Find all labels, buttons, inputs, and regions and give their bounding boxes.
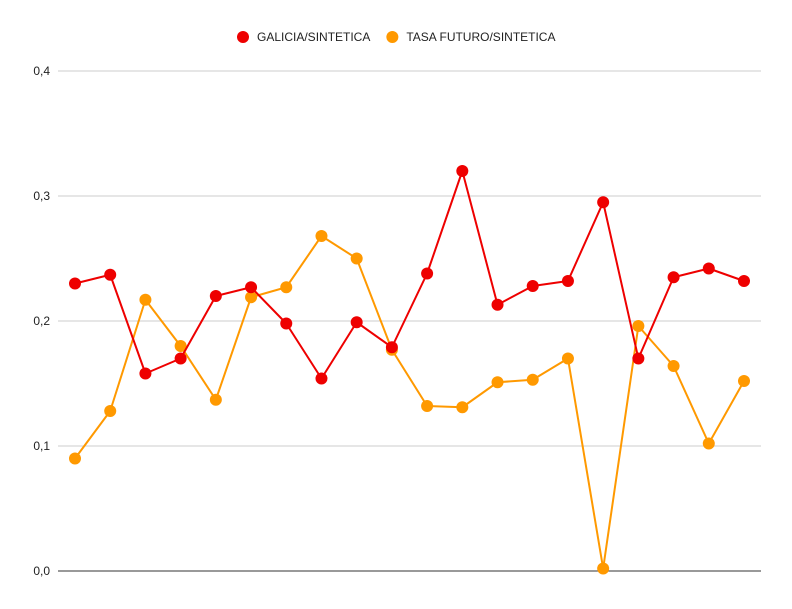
data-point[interactable] [174,340,187,352]
data-point[interactable] [456,165,469,177]
data-point[interactable] [280,281,293,294]
y-tick-label: 0,4 [33,64,50,78]
data-point[interactable] [350,252,363,265]
data-point[interactable] [245,291,258,304]
data-point[interactable] [421,267,434,280]
data-point[interactable] [667,360,680,372]
data-point[interactable] [632,352,645,365]
y-tick-label: 0,0 [33,564,50,578]
y-axis: 0,0 0,1 0,2 0,3 0,4 [33,64,50,578]
legend-marker [237,31,249,43]
data-point[interactable] [280,317,293,330]
data-point[interactable] [69,277,81,290]
data-point[interactable] [104,268,117,281]
data-point[interactable] [139,293,152,306]
y-tick-label: 0,1 [33,439,50,453]
data-point[interactable] [315,372,328,385]
data-point[interactable] [738,375,750,387]
series-line [74,235,745,570]
legend: GALICIA/SINTETICA TASA FUTURO/SINTETICA [237,30,555,44]
data-point[interactable] [667,271,680,284]
data-point[interactable] [632,320,645,332]
series-0 [69,165,750,385]
data-point[interactable] [738,275,750,287]
data-point[interactable] [69,452,81,465]
y-tick-label: 0,3 [33,189,50,203]
data-point[interactable] [597,562,610,575]
data-point[interactable] [245,281,258,294]
data-point[interactable] [139,367,152,380]
data-point[interactable] [597,196,610,209]
legend-label: TASA FUTURO/SINTETICA [406,30,555,44]
data-point[interactable] [702,262,715,275]
data-point[interactable] [702,437,715,450]
data-point[interactable] [456,401,469,414]
data-point[interactable] [561,352,574,365]
legend-marker [386,31,399,43]
gridlines [58,70,761,572]
data-point[interactable] [526,280,539,292]
data-point[interactable] [104,405,117,417]
data-point[interactable] [209,393,222,406]
data-point[interactable] [561,275,574,287]
data-point[interactable] [526,373,539,386]
data-point[interactable] [315,230,328,242]
y-tick-label: 0,2 [33,314,50,328]
data-point[interactable] [385,341,398,354]
data-point[interactable] [491,376,504,389]
series-line [74,170,745,380]
data-point[interactable] [209,290,222,302]
legend-item[interactable]: TASA FUTURO/SINTETICA [386,30,555,44]
legend-label: GALICIA/SINTETICA [257,30,370,44]
data-point[interactable] [421,400,434,412]
data-point[interactable] [491,298,504,311]
data-point[interactable] [350,316,363,329]
legend-item[interactable]: GALICIA/SINTETICA [237,30,370,44]
series-1 [69,230,750,575]
series-layer [69,165,750,575]
data-point[interactable] [174,352,187,365]
